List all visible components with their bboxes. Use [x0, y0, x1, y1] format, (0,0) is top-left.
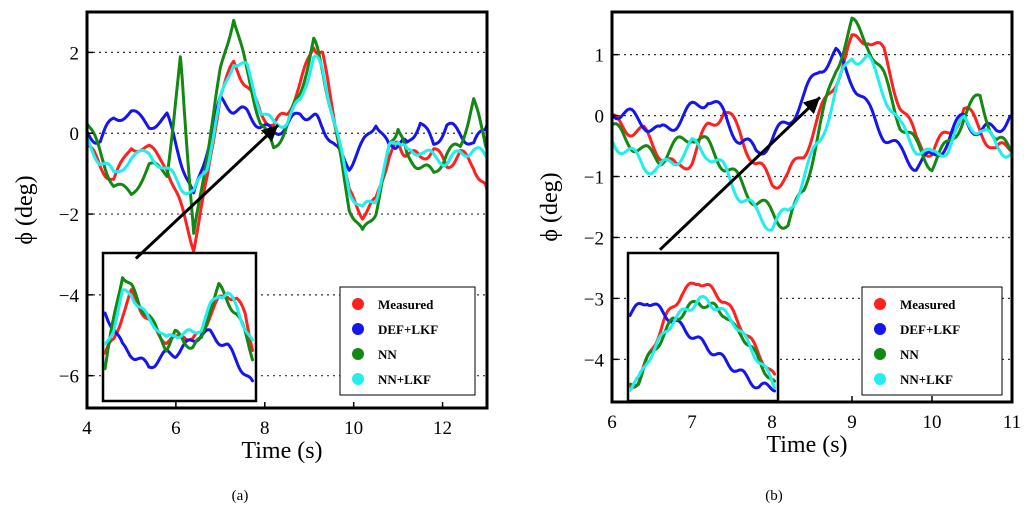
y-tick-label: −3: [584, 289, 604, 310]
legend-label: NN: [378, 347, 397, 362]
legend-label: DEF+LKF: [378, 322, 438, 337]
y-axis-label: ϕ (deg): [537, 172, 563, 241]
y-tick-label: 2: [70, 43, 80, 64]
y-tick-label: −4: [59, 286, 80, 307]
series-line-def-lkf: [87, 94, 487, 195]
legend-label: NN: [900, 347, 919, 362]
x-tick-label: 11: [1003, 412, 1021, 433]
x-tick-label: 10: [344, 418, 363, 439]
plot-frame: [610, 10, 1014, 404]
series-group: [612, 16, 1012, 232]
y-tick-label: −2: [584, 228, 604, 249]
inset-line-nn-lkf: [104, 288, 254, 346]
series-line-nn-lkf: [612, 53, 1012, 232]
zoom-arrow: [658, 96, 822, 251]
x-tick-label: 6: [171, 418, 181, 439]
x-tick-label: 8: [767, 412, 777, 433]
zoom-arrow: [134, 124, 280, 260]
legend-marker-nn-lkf: [352, 373, 364, 385]
legend-marker-measured: [352, 298, 364, 310]
inset-line-def-lkf: [629, 302, 777, 393]
inset-series-group: [104, 276, 254, 383]
inset-line-nn: [104, 276, 254, 371]
panel-caption: (b): [765, 488, 783, 504]
legend-label: Measured: [378, 297, 434, 312]
plot-frame: [85, 10, 489, 410]
x-tick-label: 10: [923, 412, 942, 433]
x-tick-label: 7: [687, 412, 697, 433]
zoom-arrow-head: [260, 125, 279, 142]
x-tick-label: 12: [433, 418, 452, 439]
x-axis-label: Time (s): [241, 438, 322, 464]
legend-label: Measured: [900, 297, 956, 312]
legend-label: DEF+LKF: [900, 322, 960, 337]
y-axis-label: ϕ (deg): [12, 175, 38, 244]
y-tick-label: −1: [584, 168, 604, 189]
inset-series-group: [629, 281, 777, 393]
legend-marker-def-lkf: [352, 323, 364, 335]
series-line-nn-lkf: [87, 54, 487, 208]
legend-marker-nn-lkf: [874, 373, 886, 385]
y-tick-label: 0: [70, 124, 80, 145]
panel-a: 4 6 8 10 12 2 0 −2 −4 −6 Time (s) ϕ (deg) Measured DE…: [12, 10, 489, 504]
y-tick-label: −4: [584, 350, 605, 371]
inset-box: [626, 251, 780, 403]
legend-label: NN+LKF: [378, 372, 431, 387]
inset-box: [101, 251, 258, 403]
legend-marker-nn: [874, 348, 886, 360]
zoom-arrow-head: [802, 97, 820, 115]
panel-caption: (a): [232, 488, 249, 504]
legend-label: NN+LKF: [900, 372, 953, 387]
x-tick-label: 6: [607, 412, 617, 433]
x-tick-label: 9: [847, 412, 857, 433]
x-tick-label: 4: [82, 418, 92, 439]
legend-marker-def-lkf: [874, 323, 886, 335]
series-line-def-lkf: [612, 46, 1012, 172]
x-axis-label: Time (s): [766, 432, 847, 458]
series-line-nn: [612, 16, 1012, 230]
y-tick-label: −6: [59, 367, 79, 388]
legend-marker-nn: [352, 348, 364, 360]
inset-line-nn-lkf: [629, 294, 777, 392]
x-tick-label: 8: [260, 418, 270, 439]
y-tick-label: −2: [59, 205, 79, 226]
series-group: [87, 18, 487, 253]
y-tick-label: 0: [595, 107, 605, 128]
legend-marker-measured: [874, 298, 886, 310]
inset-line-def-lkf: [104, 311, 254, 383]
y-tick-label: 1: [595, 46, 605, 67]
